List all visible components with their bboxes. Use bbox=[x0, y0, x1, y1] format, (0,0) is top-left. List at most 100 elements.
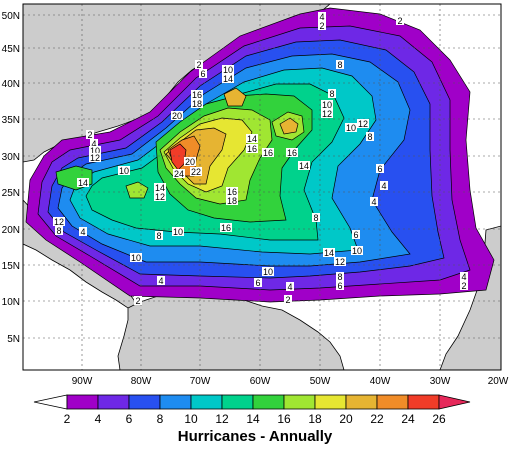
svg-text:18: 18 bbox=[227, 196, 237, 206]
svg-text:4: 4 bbox=[461, 272, 466, 282]
svg-text:16: 16 bbox=[192, 90, 202, 100]
svg-text:8: 8 bbox=[367, 132, 372, 142]
contour-label: 12 bbox=[357, 119, 369, 129]
contour-label: 10 bbox=[351, 246, 363, 256]
contour-label: 8 bbox=[366, 132, 374, 142]
contour-label: 2 bbox=[396, 16, 404, 26]
colorbar-tick-label: 20 bbox=[339, 412, 353, 426]
svg-text:14: 14 bbox=[223, 74, 233, 84]
contour-label: 14 bbox=[222, 74, 234, 84]
svg-text:4: 4 bbox=[319, 12, 324, 22]
lat-tick-label: 50N bbox=[2, 11, 20, 22]
svg-text:16: 16 bbox=[263, 148, 273, 158]
lat-tick-label: 20N bbox=[2, 225, 20, 236]
contour-label: 12 bbox=[154, 192, 166, 202]
contour-label: 24 bbox=[173, 169, 185, 179]
lat-tick-label: 10N bbox=[2, 297, 20, 308]
contour-label: 18 bbox=[191, 99, 203, 109]
map-title: Hurricanes - Annually bbox=[177, 428, 333, 445]
svg-text:2: 2 bbox=[285, 295, 290, 305]
svg-text:8: 8 bbox=[313, 213, 318, 223]
svg-text:6: 6 bbox=[337, 281, 342, 291]
svg-text:6: 6 bbox=[255, 278, 260, 288]
contour-label: 8 bbox=[336, 272, 344, 282]
svg-text:20: 20 bbox=[172, 111, 182, 121]
contour-label: 4 bbox=[286, 282, 294, 292]
svg-text:6: 6 bbox=[377, 164, 382, 174]
contour-label: 10 bbox=[345, 123, 357, 133]
contour-label: 10 bbox=[321, 100, 333, 110]
contour-label: 10 bbox=[130, 253, 142, 263]
svg-text:12: 12 bbox=[322, 109, 332, 119]
svg-text:14: 14 bbox=[299, 161, 309, 171]
colorbar-high-arrow bbox=[438, 394, 471, 410]
contour-label: 2 bbox=[284, 295, 292, 305]
svg-text:10: 10 bbox=[352, 246, 362, 256]
colorbar-tick-label: 18 bbox=[308, 412, 322, 426]
contour-label: 18 bbox=[226, 196, 238, 206]
lat-tick-label: 15N bbox=[2, 261, 20, 272]
colorbar-tick-label: 12 bbox=[215, 412, 229, 426]
svg-text:6: 6 bbox=[200, 69, 205, 79]
svg-text:10: 10 bbox=[263, 267, 273, 277]
svg-text:16: 16 bbox=[247, 144, 257, 154]
colorbar-low-arrow bbox=[33, 394, 68, 410]
contour-label: 10 bbox=[222, 65, 234, 75]
svg-text:2: 2 bbox=[461, 281, 466, 291]
colorbar-tick-label: 14 bbox=[246, 412, 260, 426]
contour-label: 14 bbox=[323, 248, 335, 258]
svg-text:16: 16 bbox=[221, 223, 231, 233]
contour-label: 16 bbox=[191, 90, 203, 100]
colorbar-cell bbox=[376, 394, 409, 410]
contour-label: 4 bbox=[157, 276, 165, 286]
svg-text:10: 10 bbox=[223, 65, 233, 75]
svg-text:12: 12 bbox=[54, 217, 64, 227]
colorbar-cell bbox=[314, 394, 347, 410]
contour-label: 14 bbox=[154, 183, 166, 193]
contour-label: 16 bbox=[220, 223, 232, 233]
svg-text:16: 16 bbox=[287, 148, 297, 158]
svg-text:8: 8 bbox=[337, 272, 342, 282]
contour-label: 16 bbox=[286, 148, 298, 158]
colorbar-cell bbox=[283, 394, 316, 410]
svg-text:12: 12 bbox=[358, 119, 368, 129]
contour-label: 14 bbox=[246, 134, 258, 144]
contour-label: 10 bbox=[89, 146, 101, 156]
svg-text:8: 8 bbox=[337, 60, 342, 70]
contour-label: 8 bbox=[336, 60, 344, 70]
svg-text:10: 10 bbox=[173, 227, 183, 237]
lat-tick-label: 25N bbox=[2, 188, 20, 199]
lat-tick-label: 45N bbox=[2, 44, 20, 55]
svg-text:6: 6 bbox=[353, 230, 358, 240]
contour-label: 4 bbox=[79, 227, 87, 237]
svg-text:10: 10 bbox=[119, 166, 129, 176]
contour-label: 16 bbox=[226, 187, 238, 197]
contour-label: 8 bbox=[55, 226, 63, 236]
lon-tick-label: 30W bbox=[430, 376, 451, 387]
contour-label: 8 bbox=[312, 213, 320, 223]
contour-label: 14 bbox=[77, 178, 89, 188]
contour-band-20-north bbox=[223, 87, 247, 107]
svg-text:10: 10 bbox=[322, 100, 332, 110]
svg-text:22: 22 bbox=[191, 167, 201, 177]
contour-label: 14 bbox=[298, 161, 310, 171]
contour-label: 2 bbox=[460, 281, 468, 291]
svg-text:4: 4 bbox=[158, 276, 163, 286]
contour-label: 4 bbox=[318, 12, 326, 22]
colorbar-tick-label: 22 bbox=[370, 412, 384, 426]
svg-text:12: 12 bbox=[335, 257, 345, 267]
contour-label: 16 bbox=[246, 144, 258, 154]
svg-text:14: 14 bbox=[247, 134, 257, 144]
contour-label: 10 bbox=[172, 227, 184, 237]
lat-tick-label: 40N bbox=[2, 79, 20, 90]
colorbar-cell bbox=[190, 394, 223, 410]
latitude-axis: 50N 45N 40N 35N 30N 25N 20N 15N 10N 5N bbox=[2, 11, 20, 345]
svg-text:16: 16 bbox=[227, 187, 237, 197]
colorbar-cell bbox=[128, 394, 161, 410]
contour-label: 4 bbox=[380, 181, 388, 191]
svg-text:4: 4 bbox=[287, 282, 292, 292]
contour-label: 6 bbox=[352, 230, 360, 240]
svg-text:4: 4 bbox=[80, 227, 85, 237]
svg-text:14: 14 bbox=[78, 178, 88, 188]
